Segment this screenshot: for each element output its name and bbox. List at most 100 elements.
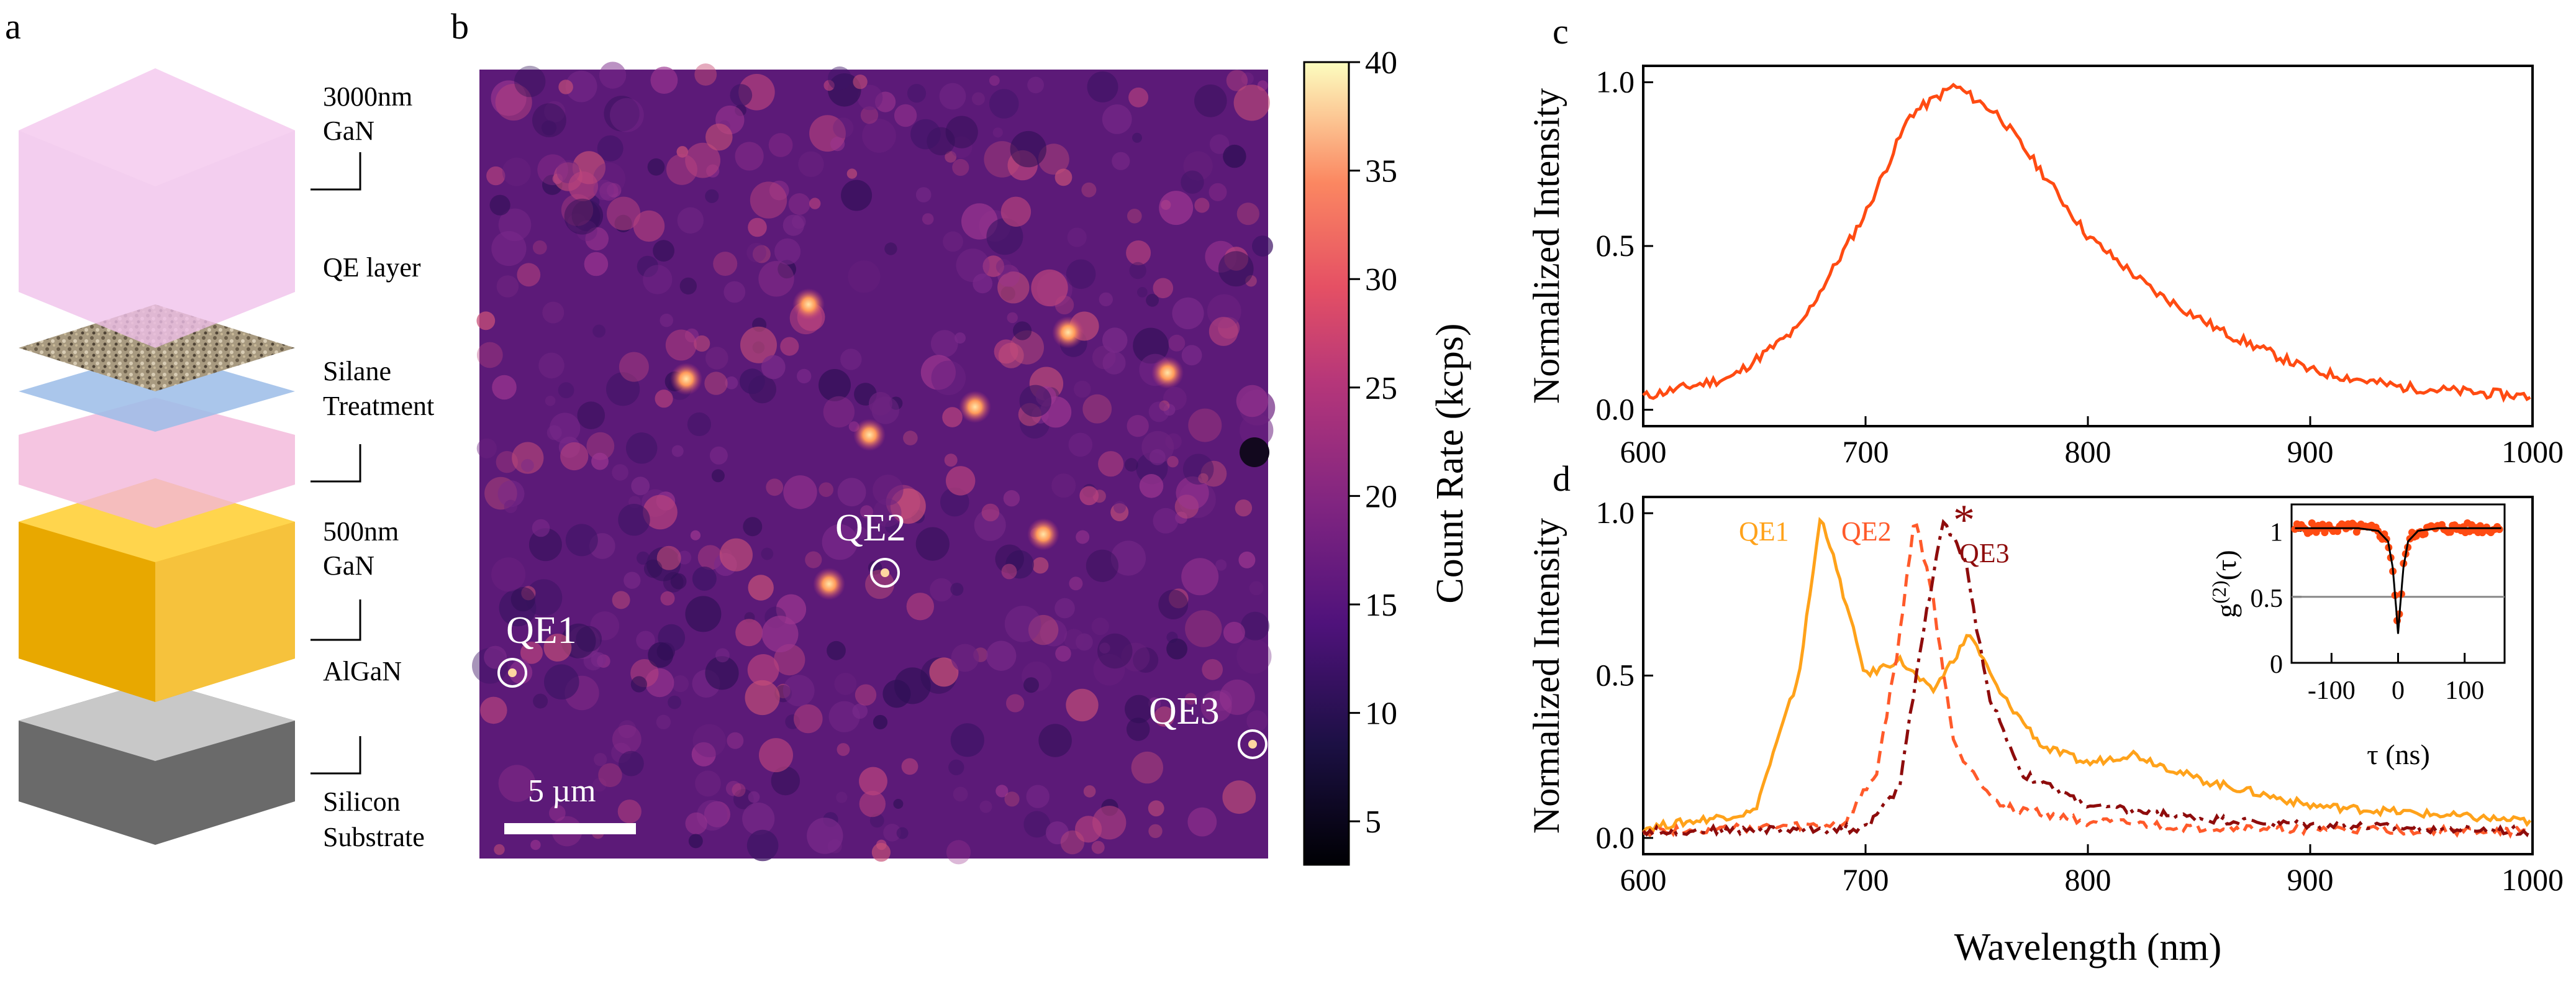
map-speckle [510, 587, 535, 612]
map-speckle [692, 567, 717, 591]
map-speckle [1098, 451, 1124, 477]
colorbar-tick-label: 40 [1365, 45, 1397, 81]
map-speckle [906, 593, 935, 621]
map-speckle [521, 458, 534, 472]
map-speckle [660, 591, 675, 606]
map-speckle [989, 75, 1000, 86]
emitter-label-qe2: QE2 [835, 507, 906, 549]
map-speckle [884, 242, 897, 255]
map-speckle [1198, 473, 1209, 484]
map-speckle [489, 194, 510, 216]
map-speckle [512, 442, 544, 474]
map-speckle [1153, 278, 1174, 299]
map-speckle [612, 591, 630, 609]
map-speckle [1187, 807, 1217, 837]
map-speckle [1149, 449, 1166, 465]
map-speckle [725, 781, 742, 796]
map-speckle [705, 123, 733, 151]
map-speckle [733, 789, 754, 809]
map-speckle [742, 802, 775, 836]
chart-d-ylabel: Normalized Intensity [1526, 518, 1567, 834]
emitter-qe1: QE1 [497, 609, 577, 688]
map-speckle [544, 101, 566, 122]
emitter-label-qe1: QE1 [506, 609, 577, 652]
map-speckle [1110, 540, 1146, 576]
layer-stack: 3000nm GaN QE layer Silane Treatment 500… [19, 68, 434, 852]
map-speckle [568, 171, 598, 201]
map-speckle [715, 648, 730, 663]
map-speckle [704, 801, 730, 827]
map-speckle [1087, 71, 1118, 102]
map-speckle [1046, 821, 1069, 845]
map-speckle [745, 680, 780, 716]
layer-algan [19, 478, 295, 702]
map-speckle [859, 790, 886, 818]
chart-d-xlabel: Wavelength (nm) [1954, 926, 2222, 968]
map-speckle [819, 369, 851, 401]
map-speckle [778, 260, 796, 279]
map-speckle [685, 142, 720, 178]
pl-map: QE1 QE2 QE3 5 µm [472, 62, 1276, 865]
map-speckle [998, 342, 1024, 368]
map-speckle [1091, 840, 1105, 854]
map-speckle [946, 840, 971, 865]
map-speckle [643, 559, 663, 578]
map-speckle [868, 391, 892, 416]
leader-lines [311, 152, 361, 775]
map-speckle [597, 135, 624, 162]
layer-gan-3000nm [19, 68, 295, 348]
x-tick-label: 1000 [2501, 434, 2564, 469]
map-speckle [805, 551, 822, 568]
map-bright-spot [959, 391, 991, 423]
map-speckle [1238, 551, 1256, 568]
map-speckle [637, 255, 659, 278]
map-speckle [758, 261, 794, 297]
map-speckle [704, 371, 728, 395]
x-tick-label: 100 [2445, 676, 2484, 705]
map-speckle [543, 634, 572, 662]
map-speckle [761, 355, 786, 380]
map-speckle [594, 753, 607, 767]
map-speckle [860, 106, 879, 124]
map-speckle [776, 683, 791, 699]
layer-label-5a: AlGaN [323, 656, 402, 686]
map-speckle [1148, 401, 1169, 422]
map-speckle [520, 641, 543, 664]
map-speckle [1168, 588, 1189, 609]
map-speckle [956, 248, 990, 283]
map-speckle [1060, 830, 1085, 855]
map-speckle [565, 70, 597, 102]
map-speckle [1223, 144, 1246, 168]
map-speckle [982, 255, 1004, 277]
layer-gan-500nm [19, 398, 295, 528]
map-speckle [560, 442, 589, 471]
map-speckle [1127, 415, 1149, 437]
map-speckle [1086, 549, 1118, 582]
map-speckle [1158, 590, 1189, 619]
map-speckle [709, 446, 728, 465]
map-speckle [631, 476, 650, 496]
map-speckle [1159, 191, 1194, 226]
map-speckle [643, 265, 673, 294]
map-speckle [771, 766, 800, 796]
map-speckle [855, 684, 877, 706]
map-speckle [1038, 724, 1072, 757]
map-bright-spot [792, 288, 825, 321]
map-speckle [484, 645, 507, 669]
map-speckle [944, 453, 958, 467]
map-speckle [1028, 614, 1059, 645]
map-speckle [743, 517, 763, 537]
map-speckle [837, 478, 866, 507]
map-speckle [930, 330, 958, 357]
x-tick-label: 600 [1620, 434, 1667, 469]
map-speckle [807, 818, 843, 854]
map-speckle [853, 75, 868, 89]
layer-qe [19, 304, 295, 391]
layer-labels: 3000nm GaN QE layer Silane Treatment 500… [323, 81, 434, 852]
x-tick-label: 700 [1843, 434, 1889, 469]
map-speckle [995, 258, 1012, 275]
map-speckle [591, 452, 609, 470]
y-tick-label: 0.5 [1596, 658, 1635, 693]
map-speckle [819, 482, 833, 497]
map-speckle [1066, 259, 1096, 289]
